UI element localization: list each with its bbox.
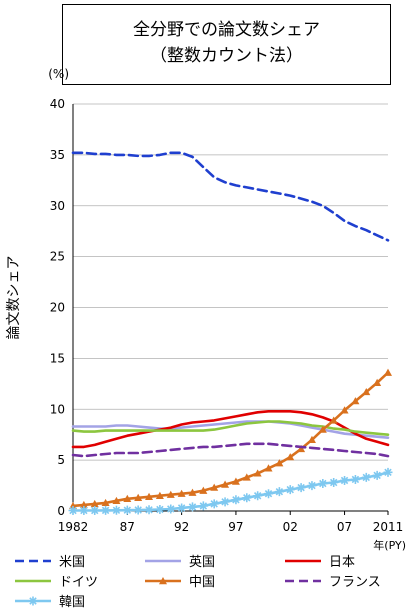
- x-tick-label: 1982: [58, 520, 89, 534]
- series-marker-6: [231, 495, 241, 505]
- legend-label: ドイツ: [59, 575, 98, 590]
- series-marker-4: [231, 477, 240, 485]
- series-marker-6: [372, 470, 382, 480]
- series-marker-4: [329, 416, 338, 424]
- y-tick-label: 25: [50, 250, 65, 264]
- y-tick-label: 5: [57, 453, 65, 467]
- series-marker-6: [220, 497, 230, 507]
- y-tick-label: 10: [50, 402, 65, 416]
- series-marker-4: [253, 469, 262, 477]
- legend-marker: [159, 577, 167, 585]
- series-marker-6: [361, 472, 371, 482]
- series-marker-4: [155, 491, 164, 499]
- series-marker-6: [350, 474, 360, 484]
- legend-label: 韓国: [59, 595, 85, 610]
- chart-title-box: 全分野での論文数シェア （整数カウント法）: [62, 4, 391, 85]
- legend-label: 英国: [189, 555, 215, 570]
- series-marker-6: [101, 505, 111, 515]
- series-marker-6: [68, 505, 78, 515]
- series-marker-4: [275, 459, 284, 467]
- x-tick-label: 2011: [373, 520, 404, 534]
- series-line-4: [71, 371, 390, 508]
- chart-title: 全分野での論文数シェア: [133, 20, 320, 40]
- series-marker-4: [362, 387, 371, 396]
- series-marker-4: [373, 378, 382, 386]
- series-marker-6: [187, 502, 197, 512]
- x-tick-label: 02: [283, 520, 298, 534]
- legend-marker: [28, 596, 38, 606]
- series-marker-6: [318, 479, 328, 489]
- chart-subtitle: （整数カウント法）: [150, 46, 303, 66]
- series-line-5: [71, 442, 390, 458]
- series-marker-4: [264, 464, 273, 472]
- series-marker-6: [111, 505, 121, 515]
- y-unit-label: (%): [48, 67, 69, 81]
- series-marker-4: [69, 501, 77, 510]
- series-marker-4: [210, 483, 219, 491]
- series-marker-6: [307, 481, 317, 491]
- series-marker-6: [155, 504, 165, 514]
- x-tick-label: 07: [337, 520, 352, 534]
- series-marker-6: [329, 478, 339, 488]
- series-marker-4: [242, 473, 251, 481]
- series-marker-6: [242, 493, 252, 503]
- y-tick-label: 20: [50, 301, 65, 315]
- x-tick-label: 87: [120, 520, 135, 534]
- series-marker-6: [90, 505, 100, 515]
- y-tick-label: 15: [50, 351, 65, 365]
- series-marker-4: [134, 493, 143, 501]
- series-marker-4: [286, 453, 295, 461]
- series-marker-4: [340, 406, 349, 414]
- series-line-0: [71, 151, 390, 242]
- series-marker-6: [383, 467, 393, 477]
- series-marker-4: [188, 488, 197, 496]
- series-marker-4: [221, 480, 230, 488]
- series-marker-4: [166, 490, 175, 498]
- series-marker-4: [79, 500, 88, 509]
- series-marker-6: [264, 489, 274, 499]
- series-marker-6: [253, 491, 263, 501]
- y-tick-label: 30: [50, 199, 65, 213]
- series-line-1: [71, 420, 390, 440]
- series-marker-4: [145, 492, 154, 500]
- series-marker-6: [340, 475, 350, 485]
- series-marker-6: [122, 505, 132, 515]
- series-marker-6: [144, 505, 154, 515]
- series-marker-6: [133, 505, 143, 515]
- series-marker-4: [307, 435, 316, 443]
- x-unit-label: 年(PY): [373, 538, 406, 552]
- legend-label: フランス: [329, 575, 381, 590]
- series-marker-4: [112, 496, 121, 505]
- series-marker-6: [209, 499, 219, 509]
- series-marker-4: [199, 486, 208, 494]
- series-marker-4: [351, 397, 360, 405]
- series-marker-6: [198, 501, 208, 511]
- x-tick-label: 97: [228, 520, 243, 534]
- series-marker-6: [285, 485, 295, 495]
- y-axis-label: 論文数シェア: [6, 256, 22, 340]
- series-marker-6: [177, 503, 187, 513]
- x-tick-label: 92: [174, 520, 189, 534]
- y-tick-label: 0: [57, 504, 65, 518]
- series-marker-4: [177, 489, 186, 497]
- legend-label: 米国: [59, 555, 85, 570]
- series-marker-4: [101, 498, 110, 507]
- series-marker-4: [297, 444, 306, 453]
- series-marker-6: [166, 504, 176, 514]
- series-marker-4: [123, 494, 132, 502]
- y-tick-label: 40: [50, 97, 65, 111]
- legend-label: 中国: [189, 575, 215, 590]
- series-marker-6: [79, 505, 89, 515]
- series-marker-4: [90, 499, 99, 508]
- series-marker-6: [296, 483, 306, 493]
- legend-label: 日本: [329, 555, 355, 570]
- series-marker-4: [318, 425, 327, 433]
- series-line-3: [71, 420, 390, 437]
- series-marker-4: [384, 368, 392, 376]
- series-marker-6: [274, 487, 284, 497]
- series-line-6: [71, 470, 390, 512]
- y-tick-label: 35: [50, 148, 65, 162]
